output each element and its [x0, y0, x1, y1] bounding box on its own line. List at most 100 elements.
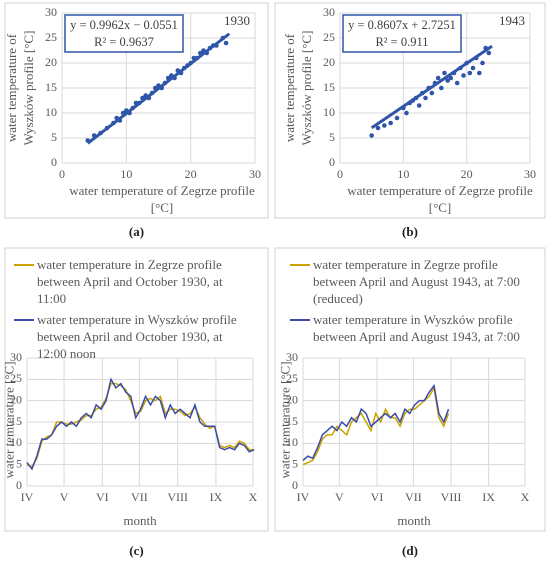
point	[375, 125, 381, 131]
point	[454, 80, 460, 86]
y-tick-label: 0	[329, 155, 335, 169]
series-line	[302, 383, 450, 461]
series-line	[26, 382, 255, 468]
x-axis-label: month	[123, 513, 157, 528]
year: 1930	[224, 13, 250, 28]
y-axis-label: water temperature of Wyszków profile [°C…	[4, 30, 36, 146]
y-tick-label: 30	[45, 5, 57, 19]
y-tick-label: 10	[45, 105, 57, 119]
y-tick-label: 20	[10, 392, 22, 406]
point	[467, 70, 473, 76]
legend-entry: water temperature in Wyszków profile bet…	[290, 311, 522, 345]
x-tick-label: 20	[461, 167, 473, 181]
y-tick-label: 25	[45, 30, 57, 44]
panel-label: (c)	[129, 543, 144, 558]
point	[423, 95, 428, 101]
x-tick-label: VII	[405, 490, 422, 504]
r-squared: R² = 0.9637	[94, 35, 154, 49]
point	[486, 50, 492, 56]
point	[442, 70, 447, 76]
panel-frame	[4, 2, 269, 219]
legend-swatch	[14, 264, 34, 266]
panel-frame	[274, 2, 546, 219]
trendline	[86, 32, 231, 145]
y-tick-label: 25	[286, 371, 298, 385]
legend-swatch	[290, 264, 310, 266]
y-tick-label: 0	[51, 155, 57, 169]
point	[435, 75, 441, 81]
panel-frame	[274, 247, 546, 532]
point	[439, 85, 444, 91]
y-tick-label: 5	[51, 130, 57, 144]
x-tick-label: 0	[337, 167, 343, 181]
y-tick-label: 25	[10, 371, 22, 385]
panel-label: (b)	[402, 224, 418, 239]
x-tick-label: 10	[397, 167, 409, 181]
y-tick-label: 5	[292, 456, 298, 470]
x-tick-label: 30	[249, 167, 261, 181]
y-tick-label: 20	[286, 392, 298, 406]
point	[477, 70, 482, 76]
y-tick-label: 30	[286, 350, 298, 364]
x-tick-label: IX	[482, 490, 495, 504]
y-tick-label: 10	[323, 105, 335, 119]
y-tick-label: 15	[323, 80, 335, 94]
x-tick-label: 10	[120, 167, 132, 181]
point	[470, 65, 476, 71]
legend: water temperature in Zegrze profile betw…	[14, 256, 246, 366]
x-tick-label: VIII	[441, 490, 462, 504]
y-tick-label: 30	[323, 5, 335, 19]
x-tick-label: VI	[96, 490, 109, 504]
y-tick-label: 5	[16, 456, 22, 470]
x-axis-label: water temperature of Zegrze profile [°C]	[347, 183, 533, 215]
equation: y = 0.8607x + 2.7251	[348, 18, 456, 32]
y-tick-label: 20	[323, 55, 335, 69]
trendline	[370, 44, 493, 130]
equation-box	[64, 14, 184, 53]
legend-swatch	[290, 319, 310, 321]
point	[394, 115, 400, 121]
r-squared: R² = 0.911	[375, 35, 428, 49]
point	[388, 120, 393, 126]
legend: water temperature in Zegrze profile betw…	[290, 256, 522, 349]
x-tick-label: 0	[59, 167, 65, 181]
y-tick-label: 15	[45, 80, 57, 94]
point	[416, 103, 422, 108]
x-tick-label: IV	[297, 490, 310, 504]
legend-text: water temperature in Wyszków profile bet…	[37, 312, 237, 361]
legend-entry: water temperature in Wyszków profile bet…	[14, 311, 246, 362]
x-tick-label: IV	[21, 490, 34, 504]
x-axis-label: water temperature of Zegrze profile [°C]	[69, 183, 255, 215]
legend-text: water temperature in Wyszków profile bet…	[313, 312, 520, 344]
y-axis-label: water temperature of Wyszków profile [°C…	[282, 30, 314, 146]
panel-label: (d)	[402, 543, 418, 558]
y-tick-label: 10	[10, 435, 22, 449]
x-tick-label: X	[521, 490, 530, 504]
x-tick-label: VI	[371, 490, 384, 504]
point	[369, 133, 374, 138]
y-tick-label: 5	[329, 130, 335, 144]
y-tick-label: 25	[323, 30, 335, 44]
point	[448, 75, 454, 81]
y-axis-label: water temterature [°C]	[277, 361, 293, 479]
panel-frame	[4, 247, 269, 532]
equation-box	[342, 14, 462, 53]
point	[429, 90, 435, 96]
point	[445, 78, 450, 83]
point	[382, 123, 387, 128]
point	[480, 60, 485, 66]
y-tick-label: 30	[10, 350, 22, 364]
x-tick-label: X	[249, 490, 258, 504]
x-tick-label: IX	[210, 490, 223, 504]
point	[223, 40, 229, 46]
y-tick-label: 10	[286, 435, 298, 449]
year: 1943	[499, 13, 525, 28]
panel-label: (a)	[128, 224, 145, 239]
y-tick-label: 20	[45, 55, 57, 69]
x-tick-label: V	[60, 490, 69, 504]
y-tick-label: 0	[16, 478, 22, 492]
y-tick-label: 15	[10, 414, 22, 428]
x-axis-label: month	[397, 513, 431, 528]
